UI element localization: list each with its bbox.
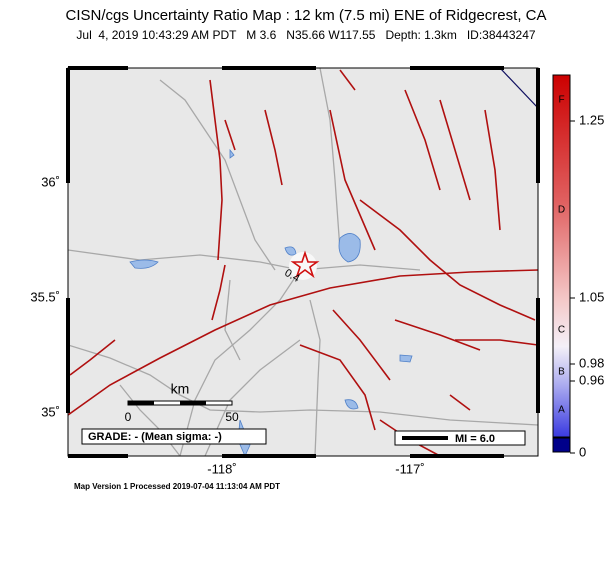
colorbar (552, 74, 571, 438)
frame-seg (536, 298, 540, 413)
frame-seg (66, 298, 70, 413)
legend-text: MI = 6.0 (455, 433, 495, 445)
colorbar-grade: C (558, 325, 565, 336)
colorbar-tick-label: 0.96 (579, 372, 604, 387)
scale-start: 0 (125, 410, 132, 424)
colorbar-labels: 1.25 1.05 0.98 0.96 0 F D C B A (558, 95, 604, 460)
subtitle: Jul 4, 2019 10:43:29 AM PDT M 3.6 N35.66… (76, 28, 535, 42)
frame-ticks (66, 66, 540, 458)
colorbar-grade: B (558, 367, 565, 378)
scale-unit: km (171, 381, 190, 397)
lon-label: -117˚ (395, 461, 424, 476)
map-features: 0.4 (68, 68, 538, 456)
frame-seg (68, 66, 128, 70)
lon-label: -118˚ (207, 461, 236, 476)
frame-seg (68, 454, 128, 458)
colorbar-grade: A (558, 405, 565, 416)
lat-label: 35.5˚ (30, 289, 60, 304)
colorbar-tick-label: 1.25 (579, 112, 604, 127)
colorbar-tick-label: 0 (579, 444, 586, 459)
faults (68, 69, 538, 456)
colorbar-tick-label: 0.98 (579, 355, 604, 370)
frame-seg (410, 66, 504, 70)
colorbar-grade: F (558, 95, 564, 106)
frame-seg (222, 454, 316, 458)
colorbar-tick-label: 1.05 (579, 289, 604, 304)
frame-seg (410, 454, 504, 458)
frame-seg (536, 68, 540, 183)
frame-seg (222, 66, 316, 70)
frame-seg (66, 68, 70, 183)
scale-end: 50 (225, 410, 239, 424)
scale-seg (180, 401, 206, 405)
colorbar-low (552, 437, 571, 453)
axis-labels: 36˚ 35.5˚ 35˚ -118˚ -117˚ (30, 174, 424, 476)
lat-label: 35˚ (41, 404, 60, 419)
title: CISN/cgs Uncertainty Ratio Map : 12 km (… (66, 7, 547, 24)
epicenter-star (290, 250, 320, 279)
scale-seg (128, 401, 154, 405)
lat-label: 36˚ (41, 174, 60, 189)
footer: Map Version 1 Processed 2019-07-04 11:13… (74, 482, 280, 491)
legend-box (394, 430, 526, 446)
grade-box (81, 428, 267, 445)
scale-bar: km 0 50 (125, 381, 239, 424)
grade-text: GRADE: - (Mean sigma: -) (88, 431, 222, 443)
colorbar-grade: D (558, 205, 565, 216)
boundary (499, 68, 538, 109)
